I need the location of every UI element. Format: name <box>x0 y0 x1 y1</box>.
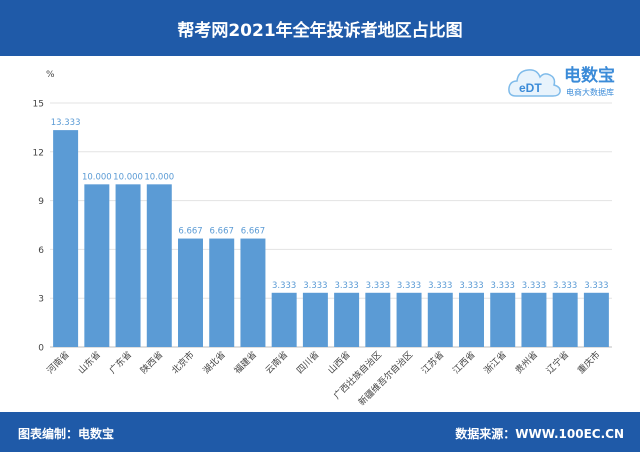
bar <box>271 292 297 347</box>
value-label: 3.333 <box>397 281 421 291</box>
y-tick-label: 3 <box>38 295 44 305</box>
x-tick-label: 广东省 <box>107 349 135 377</box>
chart-title: 帮考网2021年全年投诉者地区占比图 <box>177 20 463 41</box>
bar <box>53 130 79 347</box>
x-tick-label: 陕西省 <box>138 349 166 377</box>
y-tick-label: 6 <box>38 246 44 256</box>
logo-tagline-text: 电商大数据库 <box>566 88 614 97</box>
bar <box>583 292 609 347</box>
value-label: 10.000 <box>144 172 174 182</box>
y-tick-label: 9 <box>38 197 44 207</box>
value-label: 3.333 <box>366 281 390 291</box>
x-tick-label: 湖北省 <box>200 349 228 377</box>
y-axis-label: % <box>46 70 55 80</box>
bar <box>240 238 266 347</box>
y-tick-label: 12 <box>33 148 44 158</box>
gridlines <box>50 102 612 348</box>
y-tick-label: 0 <box>38 344 44 354</box>
footer-source: 数据来源：WWW.100EC.CN <box>455 427 624 441</box>
x-tick-label: 新疆维吾尔自治区 <box>356 349 415 408</box>
x-tick-label: 山东省 <box>75 349 103 377</box>
bar <box>146 184 172 347</box>
bar <box>427 292 453 347</box>
x-tick-label: 江苏省 <box>419 349 447 377</box>
x-tick-label: 四川省 <box>294 349 322 377</box>
bar <box>396 292 422 347</box>
x-tick-label: 山西省 <box>325 349 353 377</box>
x-tick-label: 云南省 <box>263 349 291 377</box>
x-tick-label: 河南省 <box>44 349 72 377</box>
bar <box>365 292 391 347</box>
value-label: 3.333 <box>303 281 327 291</box>
x-tick-label: 江西省 <box>450 349 478 377</box>
footer-compiler: 图表编制：电数宝 <box>18 427 115 441</box>
x-tick-label: 福建省 <box>231 349 259 377</box>
x-tick-label: 辽宁省 <box>544 349 572 377</box>
y-tick-label: 15 <box>33 100 44 110</box>
value-label: 3.333 <box>584 281 608 291</box>
value-label: 10.000 <box>113 172 143 182</box>
bar <box>459 292 484 347</box>
value-label: 10.000 <box>82 172 112 182</box>
bar <box>115 184 141 347</box>
chart-header: 帮考网2021年全年投诉者地区占比图 <box>0 0 640 56</box>
chart-footer: 图表编制：电数宝 数据来源：WWW.100EC.CN <box>0 412 640 452</box>
value-label: 3.333 <box>272 281 296 291</box>
y-tick-labels: 0 3 6 9 12 15 <box>33 100 45 354</box>
value-label: 3.333 <box>428 281 452 291</box>
cloud-logo-icon: eDT <box>508 69 561 97</box>
value-label: 6.667 <box>178 227 202 237</box>
value-label: 6.667 <box>210 227 234 237</box>
bar <box>334 292 360 347</box>
x-tick-label: 重庆市 <box>575 349 603 377</box>
value-label: 6.667 <box>241 227 265 237</box>
bar <box>209 238 235 347</box>
bars <box>53 130 609 347</box>
bar <box>521 292 547 347</box>
bar <box>552 292 578 347</box>
x-tick-labels: 河南省 山东省 广东省 陕西省 北京市 湖北省 福建省 云南省 四川省 山西省广西壮族自治区新疆维… <box>44 349 602 408</box>
logo-brand-text: 电数宝 <box>564 66 615 86</box>
value-label: 3.333 <box>491 281 515 291</box>
value-label: 3.333 <box>334 281 358 291</box>
logo-badge-text: eDT <box>519 81 542 95</box>
value-label: 3.333 <box>459 281 483 291</box>
x-tick-label: 贵州省 <box>512 349 540 377</box>
value-label: 3.333 <box>522 281 546 291</box>
bar <box>490 292 516 347</box>
value-label: 3.333 <box>553 281 577 291</box>
bar <box>178 238 203 347</box>
bar <box>84 184 110 347</box>
x-tick-label: 浙江省 <box>481 349 509 377</box>
value-label: 13.333 <box>51 118 81 128</box>
bar <box>302 292 328 347</box>
x-tick-label: 北京市 <box>169 349 197 377</box>
brand-logo: eDT 电数宝 电商大数据库 <box>506 60 636 106</box>
